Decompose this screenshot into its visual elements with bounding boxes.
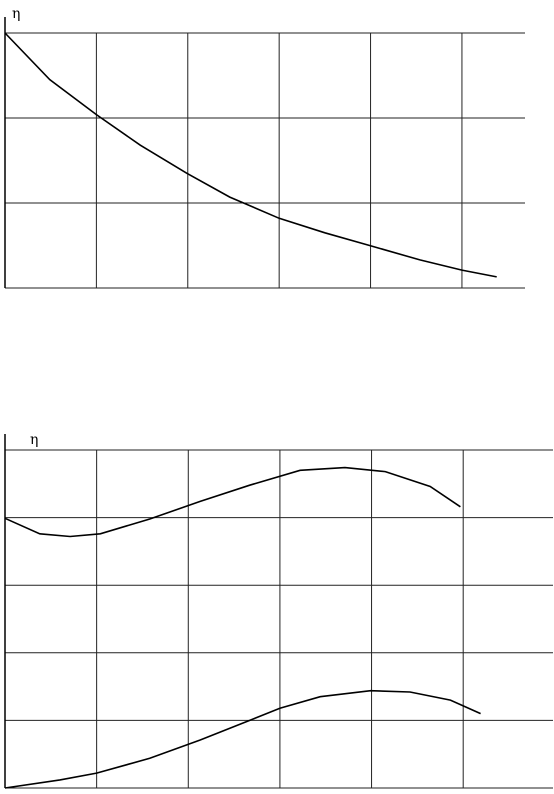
y-axis-label: η <box>12 6 20 22</box>
curve <box>4 689 481 789</box>
y-axis-label: η <box>30 432 38 448</box>
curve <box>4 32 497 278</box>
curve <box>4 466 461 538</box>
